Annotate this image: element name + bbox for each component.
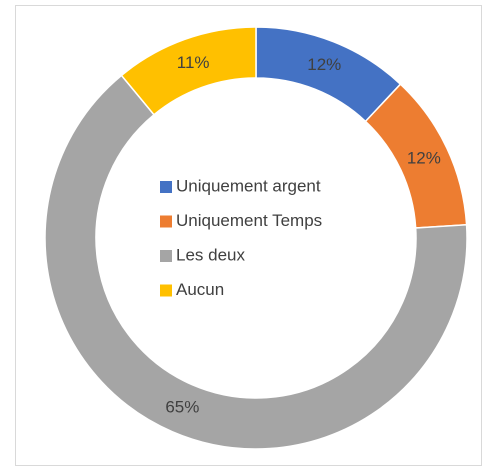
legend-swatch bbox=[160, 284, 172, 297]
data-label: 12% bbox=[407, 149, 441, 168]
legend-label: Uniquement Temps bbox=[176, 211, 322, 230]
data-label: 11% bbox=[177, 53, 210, 72]
donut-segment bbox=[120, 26, 257, 116]
legend-label: Les deux bbox=[176, 245, 245, 264]
legend-swatch bbox=[160, 250, 172, 262]
legend-swatch bbox=[160, 215, 172, 228]
legend-swatch bbox=[160, 181, 172, 193]
donut-segment bbox=[44, 74, 468, 450]
legend-label: Aucun bbox=[176, 280, 224, 299]
legend-label: Uniquement argent bbox=[176, 176, 321, 195]
data-label: 65% bbox=[165, 398, 199, 417]
data-label: 12% bbox=[307, 55, 341, 74]
